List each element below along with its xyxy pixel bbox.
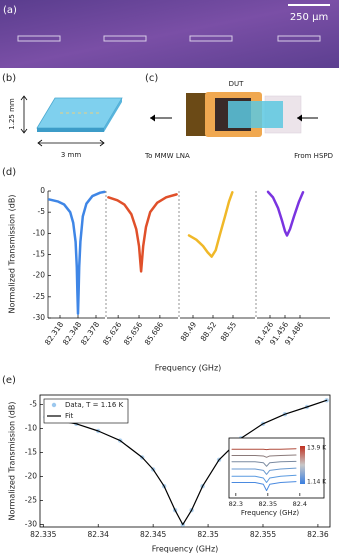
inset-frame [228,437,325,499]
y-tick-label: -30 [25,520,37,529]
y-tick-label: -20 [25,472,37,481]
output-label: To MMW LNA [144,152,190,160]
dimension-label: 1.25 mm [8,98,16,130]
y-tick-label: -15 [33,250,45,259]
panel-label: (d) [2,167,16,178]
series-line [266,190,305,237]
y-tick-label: -15 [25,448,37,457]
panel-label: (c) [145,73,158,84]
x-tick-label: 82.378 [79,320,102,347]
x-tick-label: 82.34 [87,530,109,539]
y-tick-label: 0 [40,186,45,195]
series-line [187,191,234,258]
colorbar [300,446,305,484]
x-tick-label: 88.55 [219,320,239,343]
x-tick-label: 88.52 [199,320,219,343]
y-axis-label: Normalized Transmission (dB) [8,195,17,314]
x-tick-label: 85.686 [143,320,166,347]
x-tick-label: 82.35 [197,530,219,539]
y-tick-label: -5 [38,207,46,216]
series-line [231,467,297,475]
legend-label: Fit [65,412,73,420]
x-axis-label: Frequency (GHz) [152,545,219,554]
legend-box [43,398,129,424]
x-tick-label: 85.626 [101,320,124,347]
panel-label: (a) [3,5,17,16]
y-tick-label: -25 [25,496,37,505]
y-tick-label: -10 [33,228,45,237]
colorbar-label: 1.14 K [307,479,327,486]
y-tick-label: -5 [30,400,38,409]
series-line [231,454,297,458]
x-tick-label: 82.345 [140,530,166,539]
series-line [231,460,297,467]
x-axis-label: Frequency (GHz) [155,364,222,373]
legend-marker [51,402,57,408]
scale-bar-label: 250 μm [290,12,328,23]
x-tick-label: 82.3 [229,500,243,508]
y-axis-label: Normalized Transmission (dB) [8,402,17,521]
panel-label: (e) [2,375,16,386]
series-line [231,481,297,492]
panel-label: (b) [2,73,16,84]
dimension-label: 3 mm [61,151,81,159]
colorbar-label: 13.9 K [307,445,327,452]
inset-x-label: Frequency (GHz) [241,509,299,517]
x-tick-label: 82.335 [30,530,56,539]
y-tick-label: -30 [33,313,45,322]
x-tick-label: 82.35 [259,500,278,508]
series-line [231,448,297,451]
y-tick-label: -20 [33,271,45,280]
x-tick-label: 82.355 [250,530,276,539]
y-tick-label: -25 [33,292,45,301]
series-line [231,474,297,483]
dut-label: DUT [229,80,245,88]
legend-label: Data, T = 1.16 K [65,401,124,409]
chip-drawing [20,95,123,147]
micrograph [0,0,339,68]
series-line [44,399,328,526]
series-line [47,190,106,316]
x-tick-label: 82.36 [307,530,329,539]
series-line [107,193,178,273]
input-label: From HSPD [294,152,333,160]
x-tick-label: 85.656 [122,320,145,347]
x-tick-label: 88.49 [179,320,199,343]
x-tick-label: 82.4 [293,500,307,508]
y-tick-label: -10 [25,424,37,433]
setup-drawing [150,92,318,137]
